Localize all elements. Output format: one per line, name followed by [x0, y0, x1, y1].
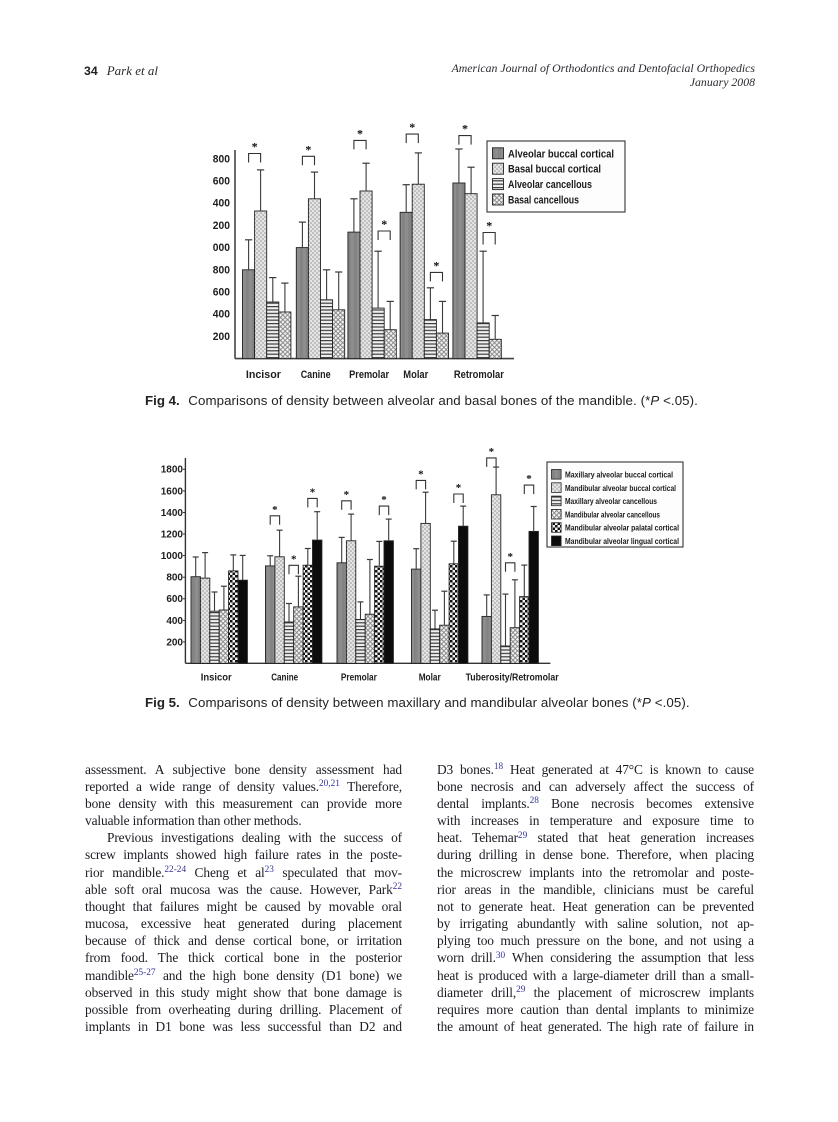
svg-text:Mandibular alveolar lingual co: Mandibular alveolar lingual cortical — [565, 536, 679, 546]
svg-text:*: * — [291, 553, 297, 565]
svg-text:*: * — [507, 551, 513, 563]
svg-text:1400: 1400 — [161, 508, 184, 519]
svg-text:Alveolar buccal cortical: Alveolar buccal cortical — [508, 148, 614, 160]
svg-text:*: * — [310, 486, 316, 498]
svg-text:*: * — [433, 258, 439, 272]
svg-text:400: 400 — [213, 309, 230, 321]
svg-text:600: 600 — [166, 594, 183, 605]
svg-text:Premolar: Premolar — [341, 672, 377, 684]
svg-text:Premolar: Premolar — [349, 369, 390, 381]
svg-text:400: 400 — [213, 198, 230, 210]
svg-text:*: * — [272, 504, 278, 516]
svg-text:Molar: Molar — [419, 672, 441, 684]
svg-text:000: 000 — [213, 242, 230, 254]
svg-text:Maxillary alveolar buccal cort: Maxillary alveolar buccal cortical — [565, 470, 673, 480]
svg-text:*: * — [305, 142, 311, 156]
svg-text:Tuberosity/Retromolar: Tuberosity/Retromolar — [466, 672, 559, 684]
svg-text:*: * — [486, 219, 492, 233]
svg-text:Incisor: Incisor — [246, 369, 282, 381]
svg-text:*: * — [344, 489, 350, 501]
svg-text:Maxillary alveolar cancellous: Maxillary alveolar cancellous — [565, 496, 657, 506]
svg-text:Canine: Canine — [301, 369, 331, 381]
svg-text:*: * — [381, 494, 387, 506]
svg-text:Molar: Molar — [403, 369, 429, 381]
svg-text:800: 800 — [213, 264, 230, 276]
svg-text:*: * — [456, 482, 462, 494]
svg-text:Mandibular alveolar cancellous: Mandibular alveolar cancellous — [565, 509, 660, 519]
svg-text:Basal cancellous: Basal cancellous — [508, 195, 579, 207]
svg-text:1000: 1000 — [161, 551, 184, 562]
svg-text:Insicor: Insicor — [201, 672, 232, 684]
svg-text:800: 800 — [213, 153, 230, 165]
svg-text:*: * — [489, 448, 495, 458]
svg-text:*: * — [418, 468, 424, 480]
svg-text:*: * — [381, 217, 387, 231]
svg-text:200: 200 — [213, 220, 230, 232]
svg-text:Alveolar cancellous: Alveolar cancellous — [508, 179, 592, 191]
svg-text:*: * — [252, 140, 258, 154]
svg-text:Canine: Canine — [271, 672, 298, 684]
svg-text:1600: 1600 — [161, 486, 184, 497]
svg-text:Retromolar: Retromolar — [454, 369, 505, 381]
svg-text:Mandibular alveolar buccal cor: Mandibular alveolar buccal cortical — [565, 483, 676, 493]
svg-text:200: 200 — [166, 637, 183, 648]
svg-text:600: 600 — [213, 176, 230, 188]
svg-text:*: * — [409, 120, 415, 134]
svg-text:400: 400 — [166, 616, 183, 627]
svg-text:*: * — [357, 126, 363, 140]
svg-text:Basal buccal cortical: Basal buccal cortical — [508, 164, 601, 176]
svg-text:1800: 1800 — [161, 465, 184, 476]
svg-text:*: * — [526, 473, 532, 485]
svg-text:*: * — [462, 122, 468, 136]
svg-text:Mandibular alveolar palatal co: Mandibular alveolar palatal cortical — [565, 523, 679, 533]
svg-text:800: 800 — [166, 573, 183, 584]
svg-text:600: 600 — [213, 287, 230, 299]
svg-text:200: 200 — [213, 331, 230, 343]
svg-text:1200: 1200 — [161, 529, 184, 540]
